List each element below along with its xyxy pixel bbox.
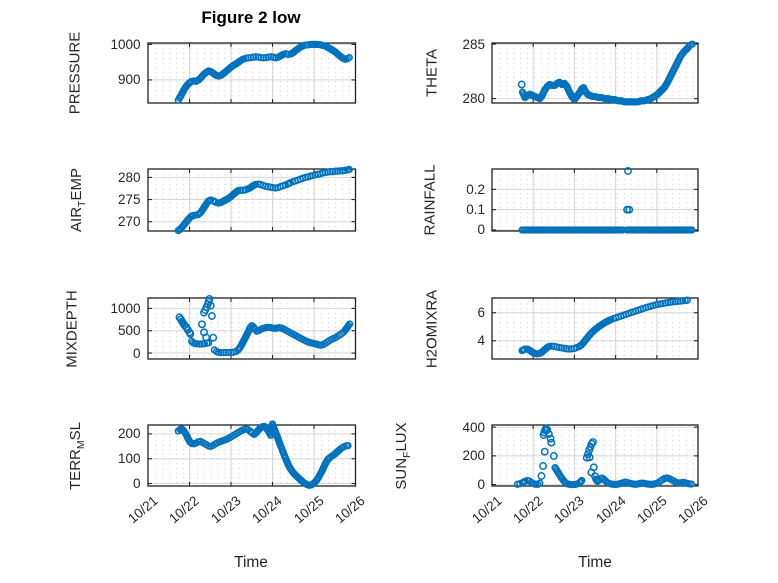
subplot-mixdepth (146, 295, 356, 360)
subplot-rainfall (491, 167, 699, 234)
y-tick-label: 400 (462, 419, 485, 435)
y-tick-label: 0 (132, 345, 141, 361)
y-tick-label: 270 (117, 214, 141, 230)
y-tick-label: 0 (132, 476, 141, 492)
x-axis-label-right: Time (578, 554, 612, 571)
y-tick-label: 0.1 (466, 202, 485, 218)
y-tick-label: 0 (477, 477, 485, 493)
y-axis-label-theta: THETA (423, 48, 441, 98)
y-axis-label-sun-flux: SUNFLUX (393, 421, 413, 490)
y-axis-label-air-temp: AIRTEMP (68, 168, 88, 232)
y-tick-label: 900 (117, 72, 141, 88)
y-tick-label: 1000 (110, 36, 141, 52)
figure-title: Figure 2 low (201, 8, 301, 27)
y-tick-label: 0 (477, 222, 485, 238)
y-tick-label: 275 (117, 192, 141, 208)
y-axis-label-h2omixra: H2OMIXRA (423, 289, 441, 368)
subplot-air-temp (146, 165, 356, 235)
y-tick-label: 500 (117, 323, 141, 339)
y-tick-label: 285 (462, 36, 485, 52)
subplot-theta (491, 40, 699, 106)
y-axis-label-pressure: PRESSURE (66, 31, 84, 115)
y-tick-label: 280 (462, 91, 485, 107)
y-axis-label-terr-msl: TERRMSL (67, 421, 87, 490)
y-tick-label: 4 (477, 333, 485, 349)
y-axis-label-rainfall: RAINFALL (421, 164, 439, 236)
y-tick-label: 280 (117, 169, 141, 185)
y-axis-label-mixdepth: MIXDEPTH (63, 289, 81, 368)
y-tick-label: 200 (117, 426, 141, 442)
y-tick-label: 6 (477, 305, 485, 321)
subplot-pressure (146, 40, 356, 104)
y-tick-label: 0.2 (466, 181, 485, 197)
subplot-terr-msl (146, 420, 356, 489)
subplot-h2omixra (491, 296, 699, 360)
x-axis-label-left: Time (234, 554, 268, 571)
y-tick-label: 1000 (110, 300, 141, 316)
subplot-sun-flux (491, 424, 699, 489)
y-tick-label: 200 (462, 448, 485, 464)
y-tick-label: 100 (117, 451, 141, 467)
